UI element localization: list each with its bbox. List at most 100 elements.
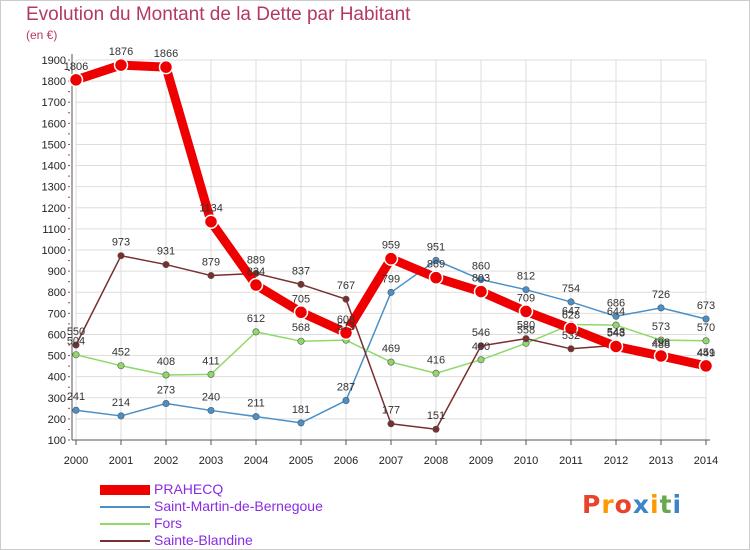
data-label: 879 xyxy=(202,257,220,269)
data-label: 573 xyxy=(337,321,355,333)
data-point xyxy=(117,412,125,420)
data-point xyxy=(387,288,395,296)
data-label: 570 xyxy=(697,322,715,334)
data-label: 726 xyxy=(652,289,670,301)
data-point xyxy=(297,280,305,288)
data-label: 973 xyxy=(112,237,130,249)
data-point xyxy=(563,321,579,336)
data-label: 959 xyxy=(382,240,400,252)
data-point xyxy=(387,420,395,428)
data-label: 451 xyxy=(697,347,715,359)
x-tick-label: 2013 xyxy=(649,455,673,467)
proxiti-logo: Proxiti xyxy=(582,490,682,519)
data-point xyxy=(158,59,174,75)
data-point xyxy=(342,295,350,303)
chart-title: Evolution du Montant de la Dette par Hab… xyxy=(26,4,411,25)
data-label: 834 xyxy=(247,266,265,278)
data-point xyxy=(207,406,215,414)
data-label: 240 xyxy=(202,391,220,403)
legend-label: Sainte-Blandine xyxy=(154,532,253,548)
data-label: 480 xyxy=(472,341,490,353)
y-tick-label: 1200 xyxy=(42,203,66,215)
data-label: 546 xyxy=(472,327,490,339)
logo-letter: t xyxy=(659,490,673,519)
data-label: 568 xyxy=(292,322,310,334)
data-point xyxy=(522,286,530,294)
data-point xyxy=(113,57,129,73)
data-label: 211 xyxy=(247,398,265,410)
data-label: 644 xyxy=(607,306,625,318)
data-label: 608 xyxy=(337,314,355,326)
logo-letter: o xyxy=(614,490,633,519)
data-label: 469 xyxy=(382,343,400,355)
logo-letter: i xyxy=(672,490,683,519)
data-point xyxy=(612,321,620,329)
data-point xyxy=(252,413,260,421)
y-tick-label: 1900 xyxy=(42,55,66,67)
x-tick-label: 2010 xyxy=(514,455,538,467)
x-tick-label: 2007 xyxy=(379,455,403,467)
data-point xyxy=(72,406,80,414)
x-tick-label: 2003 xyxy=(199,455,223,467)
data-label: 803 xyxy=(472,273,490,285)
x-tick-label: 2012 xyxy=(604,455,628,467)
data-point xyxy=(72,351,80,359)
data-point xyxy=(432,425,440,433)
data-label: 673 xyxy=(697,300,715,312)
data-point xyxy=(428,270,444,285)
data-point xyxy=(68,72,84,88)
x-tick-label: 2005 xyxy=(289,455,313,467)
y-tick-label: 1300 xyxy=(42,182,66,194)
legend-label: Saint-Martin-de-Bernegoue xyxy=(154,498,323,514)
data-label: 287 xyxy=(337,382,355,394)
data-point xyxy=(657,336,665,344)
logo-letter: i xyxy=(650,490,660,519)
data-label: 951 xyxy=(427,241,445,253)
data-label: 799 xyxy=(382,273,400,285)
y-tick-label: 1100 xyxy=(42,224,66,236)
legend-label: PRAHECQ xyxy=(154,481,224,497)
data-point xyxy=(252,328,260,336)
data-label: 550 xyxy=(67,326,85,338)
data-label: 408 xyxy=(157,356,175,368)
data-label: 573 xyxy=(652,321,670,333)
data-point xyxy=(248,277,264,293)
legend-swatch xyxy=(100,485,150,495)
x-tick-label: 2008 xyxy=(424,455,448,467)
data-label: 612 xyxy=(247,313,265,325)
data-label: 416 xyxy=(427,354,445,366)
logo-letter: x xyxy=(632,490,650,519)
data-point xyxy=(657,304,665,312)
y-tick-label: 1700 xyxy=(42,97,66,109)
data-point xyxy=(203,214,219,229)
data-point xyxy=(473,284,489,299)
data-label: 837 xyxy=(292,265,310,277)
y-tick-label: 100 xyxy=(48,435,66,447)
data-label: 151 xyxy=(427,410,445,422)
data-label: 241 xyxy=(67,391,85,403)
legend-swatch xyxy=(100,540,150,542)
data-point xyxy=(567,298,575,306)
data-point xyxy=(612,312,620,320)
data-point xyxy=(387,358,395,366)
data-point xyxy=(702,337,710,345)
data-label-layer: 241 214 273 240 211 181 287 799 951 860 812 754 686 7… xyxy=(64,46,715,422)
y-tick-label: 800 xyxy=(48,287,66,299)
data-point xyxy=(698,358,714,374)
data-point xyxy=(162,371,170,379)
data-label: 181 xyxy=(292,404,310,416)
data-label: 1866 xyxy=(154,48,178,60)
data-label: 869 xyxy=(427,259,445,271)
data-point xyxy=(522,335,530,343)
data-label: 889 xyxy=(247,254,265,266)
data-label: 767 xyxy=(337,280,355,292)
data-label: 1876 xyxy=(109,46,133,58)
x-tick-label: 2004 xyxy=(244,455,268,467)
data-point xyxy=(383,251,399,266)
data-label: 754 xyxy=(562,283,580,295)
x-tick-label: 2009 xyxy=(469,455,493,467)
data-point xyxy=(207,370,215,378)
chart-unit: (en €) xyxy=(26,28,58,42)
y-tick-label: 300 xyxy=(48,393,66,405)
